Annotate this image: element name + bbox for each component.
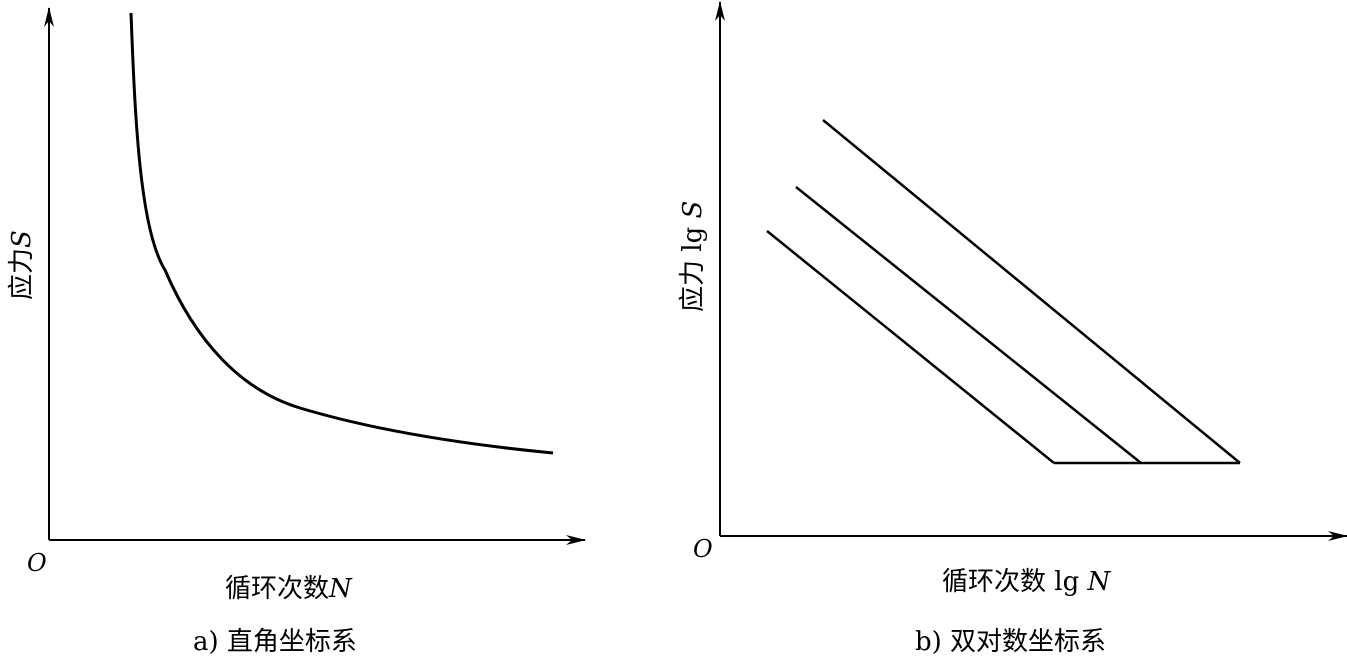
panel-b-sn-line-2 — [795, 186, 1142, 464]
panel-a-y-axis-label: 应力S — [7, 230, 37, 300]
panel-b-sn-line-1 — [766, 230, 1055, 464]
panel-a-caption: a) 直角坐标系 — [193, 627, 357, 656]
panel-a: O 应力S 循环次数N a) 直角坐标系 — [7, 7, 586, 656]
panel-a-sn-curve — [129, 12, 554, 455]
panel-b-sn-line-3 — [822, 119, 1241, 464]
panel-b-x-axis-label: 循环次数 lg N — [942, 567, 1112, 597]
panel-a-x-axis-label: 循环次数N — [225, 574, 353, 604]
panel-a-origin: O — [27, 549, 47, 577]
panel-b-caption: b) 双对数坐标系 — [915, 627, 1106, 656]
panel-b: O 应力 lg S 循环次数 lg N b) 双对数坐标系 — [678, 1, 1347, 656]
panel-b-origin: O — [693, 535, 713, 563]
panel-b-y-axis-label: 应力 lg S — [678, 201, 708, 312]
